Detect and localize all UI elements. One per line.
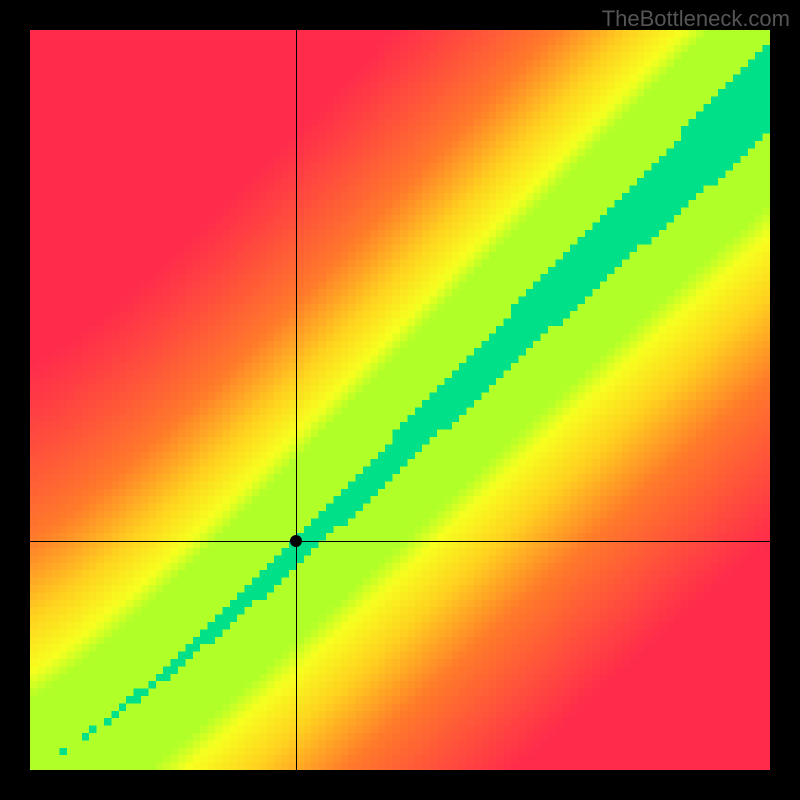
heatmap-canvas bbox=[30, 30, 770, 770]
watermark-text: TheBottleneck.com bbox=[602, 6, 790, 32]
chart-container: TheBottleneck.com bbox=[0, 0, 800, 800]
plot-area bbox=[30, 30, 770, 770]
crosshair-vertical bbox=[296, 30, 297, 770]
marker-dot bbox=[290, 535, 302, 547]
crosshair-horizontal bbox=[30, 541, 770, 542]
